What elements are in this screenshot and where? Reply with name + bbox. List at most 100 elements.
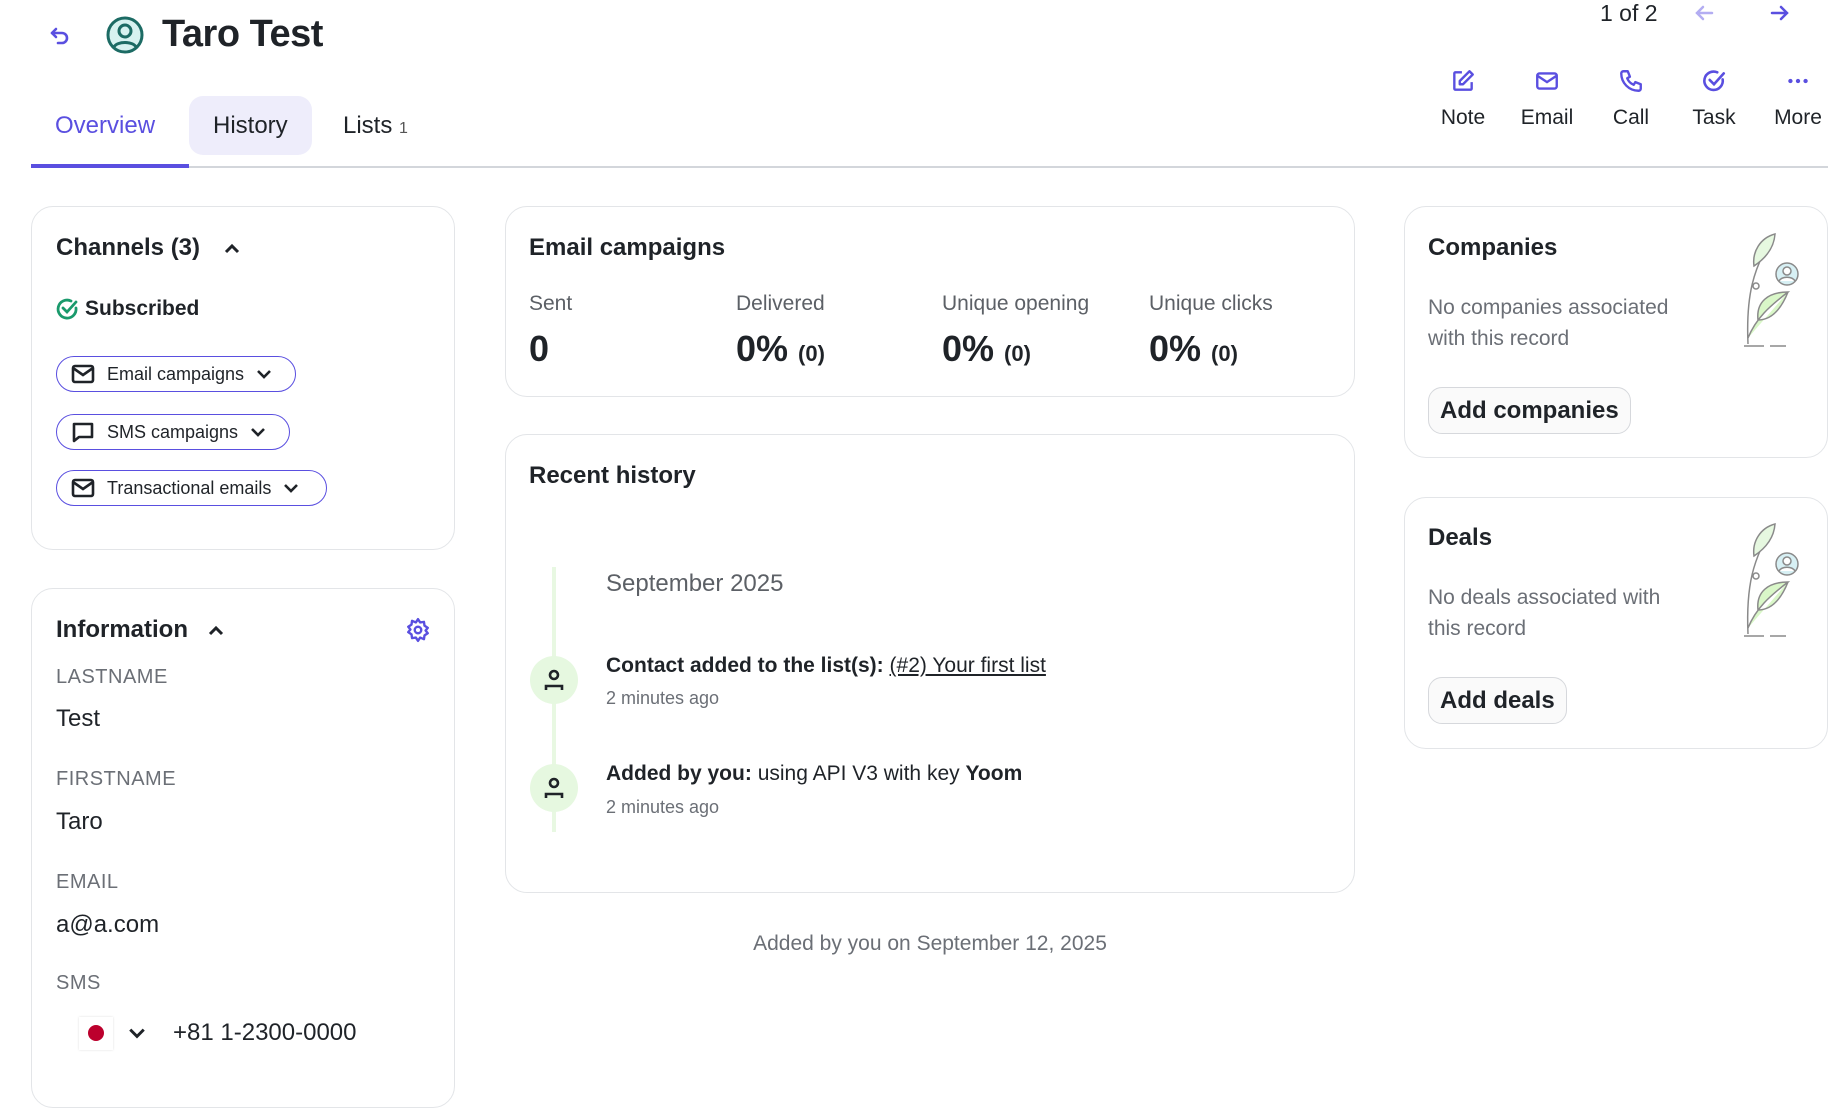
action-label: Email — [1520, 106, 1574, 129]
companies-empty-text: No companies associated with this record — [1428, 296, 1669, 350]
stat-label: Unique clicks — [1149, 292, 1273, 315]
field-value-email: a@a.com — [56, 911, 160, 938]
tab-overview[interactable]: Overview — [31, 96, 179, 155]
active-tab-indicator — [31, 164, 189, 168]
tab-label: Lists — [343, 112, 393, 139]
chevron-down-icon — [251, 428, 265, 437]
undo-arrow-icon[interactable] — [47, 24, 73, 48]
stat-value: 0 — [529, 328, 550, 369]
gear-icon[interactable] — [405, 617, 431, 643]
channel-email-campaigns[interactable]: Email campaigns — [56, 356, 296, 392]
chevron-down-icon — [284, 484, 299, 493]
stat-count: (0) — [1004, 341, 1031, 366]
field-value-sms: +81 1-2300-0000 — [173, 1019, 357, 1046]
stat-unique-clicks: Unique clicks 0% (0) — [1149, 292, 1273, 370]
phone-icon — [1620, 70, 1642, 92]
channel-transactional-emails[interactable]: Transactional emails — [56, 470, 327, 506]
history-item-text: Added by you: using API V3 with key Yoom — [606, 762, 1022, 786]
information-card — [31, 588, 455, 1108]
added-by-note: Added by you on September 12, 2025 — [753, 932, 1107, 955]
plant-illustration-icon — [1744, 523, 1799, 637]
field-value-lastname: Test — [56, 705, 101, 732]
recent-history-card — [505, 434, 1355, 893]
stat-sent: Sent 0 — [529, 292, 572, 370]
information-title: Information — [56, 616, 188, 643]
timeline-month: September 2025 — [606, 570, 784, 597]
field-label-firstname: FIRSTNAME — [56, 768, 177, 790]
companies-title: Companies — [1428, 234, 1558, 261]
stat-value: 0% — [1149, 328, 1202, 369]
stat-label: Unique opening — [942, 292, 1090, 315]
more-dots-icon — [1788, 78, 1808, 84]
action-label: Call — [1612, 106, 1650, 129]
tab-label: Overview — [55, 112, 156, 139]
user-circle-icon — [106, 16, 144, 54]
stat-delivered: Delivered 0% (0) — [736, 292, 825, 370]
deals-title: Deals — [1428, 524, 1493, 551]
chat-icon — [72, 422, 94, 443]
mail-icon — [71, 364, 95, 384]
stat-value: 0% — [736, 328, 789, 369]
add-companies-button[interactable]: Add companies — [1428, 387, 1631, 434]
list-link[interactable]: (#2) Your first list — [889, 654, 1046, 677]
chevron-down-icon — [257, 370, 271, 379]
channel-sms-campaigns[interactable]: SMS campaigns — [56, 414, 290, 450]
check-circle-icon — [1703, 70, 1726, 92]
tabs-divider — [31, 166, 1828, 168]
email-campaigns-card — [505, 206, 1355, 397]
mail-icon — [71, 478, 95, 498]
channel-label: Transactional emails — [107, 477, 272, 498]
stat-unique-opening: Unique opening 0% (0) — [942, 292, 1089, 370]
tab-history[interactable]: History — [189, 96, 312, 155]
country-flag-japan[interactable] — [79, 1017, 113, 1050]
chevron-down-icon[interactable] — [128, 1026, 146, 1040]
stat-count: (0) — [1211, 341, 1238, 366]
tab-lists[interactable]: Lists 1 — [319, 96, 432, 155]
stat-label: Delivered — [736, 292, 825, 315]
add-deals-button[interactable]: Add deals — [1428, 677, 1567, 724]
recent-history-title: Recent history — [529, 462, 696, 489]
more-button[interactable]: More — [1756, 68, 1840, 130]
stat-value: 0% — [942, 328, 995, 369]
mail-icon — [1536, 72, 1558, 90]
next-arrow-icon[interactable] — [1768, 1, 1792, 25]
field-label-sms: SMS — [56, 972, 101, 994]
action-label: More — [1774, 106, 1822, 129]
user-icon — [544, 777, 564, 798]
plant-illustration-icon — [1744, 233, 1799, 347]
pager-label: 1 of 2 — [1600, 0, 1658, 26]
action-label: Task — [1692, 106, 1736, 129]
check-circle-icon — [56, 298, 78, 320]
timeline-dot — [530, 656, 578, 704]
channels-card — [31, 206, 455, 550]
history-item-time: 2 minutes ago — [606, 797, 720, 817]
history-item-detail: using API V3 with key — [757, 762, 960, 785]
chevron-up-icon[interactable] — [206, 622, 226, 638]
history-item-time: 2 minutes ago — [606, 688, 720, 708]
note-button[interactable]: Note — [1421, 68, 1505, 130]
history-item-title: Contact added to the list(s): — [606, 654, 884, 677]
stat-label: Sent — [529, 292, 573, 315]
history-item-text: Contact added to the list(s): (#2) Your … — [606, 654, 1046, 678]
field-label-email: EMAIL — [56, 871, 119, 893]
timeline-dot — [530, 764, 578, 812]
channels-title: Channels (3) — [56, 234, 201, 261]
field-value-firstname: Taro — [56, 808, 103, 835]
edit-icon — [1453, 70, 1474, 91]
chevron-up-icon[interactable] — [222, 240, 242, 256]
previous-arrow-icon[interactable] — [1692, 1, 1716, 25]
call-button[interactable]: Call — [1589, 68, 1673, 130]
stat-count: (0) — [798, 341, 825, 366]
field-label-lastname: LASTNAME — [56, 666, 168, 688]
deals-empty-text: No deals associated with this record — [1428, 586, 1661, 640]
tab-count: 1 — [399, 120, 408, 137]
subscription-status: Subscribed — [85, 297, 200, 320]
email-button[interactable]: Email — [1505, 68, 1589, 130]
email-campaigns-title: Email campaigns — [529, 234, 726, 261]
task-button[interactable]: Task — [1672, 68, 1756, 130]
page-title: Taro Test — [162, 13, 323, 55]
api-key-name: Yoom — [965, 762, 1023, 785]
action-label: Note — [1440, 106, 1486, 129]
history-item-title: Added by you: — [606, 762, 752, 785]
channel-label: Email campaigns — [107, 363, 245, 384]
